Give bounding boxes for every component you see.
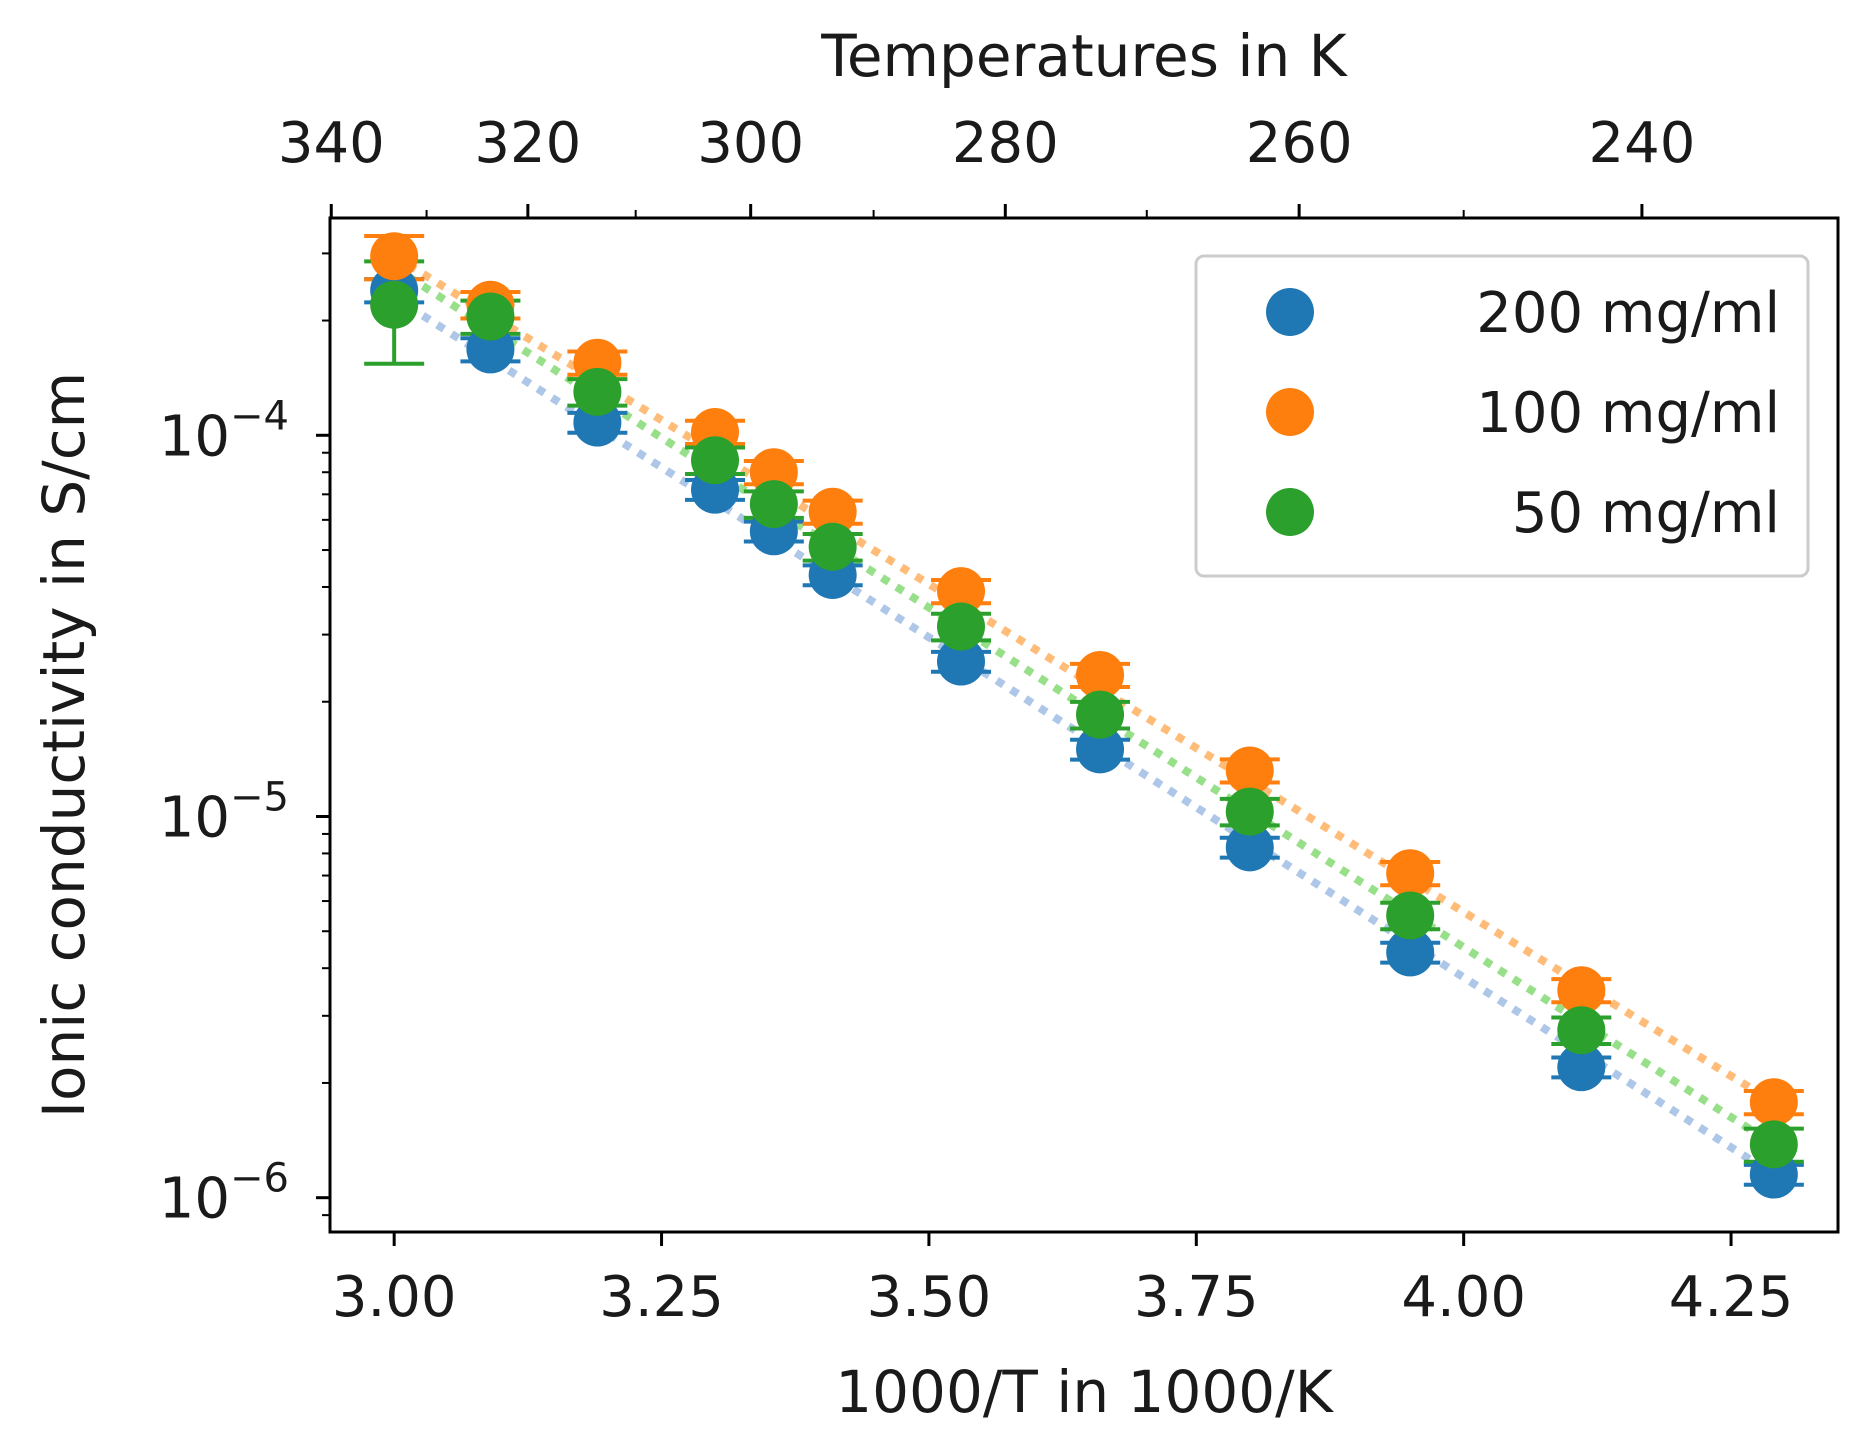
x-tick-label-3: 3.75	[1134, 1265, 1259, 1330]
legend-marker-1	[1266, 388, 1314, 436]
legend-marker-2	[1266, 488, 1314, 536]
legend: 200 mg/ml 100 mg/ml 50 mg/ml	[1194, 254, 1810, 578]
data-point-2-11	[1749, 1120, 1798, 1169]
data-point-1-5	[808, 487, 857, 536]
x-axis-label: 1000/T in 1000/K	[835, 1358, 1334, 1426]
y-tick-label-0: 10 −6	[159, 1156, 289, 1232]
data-point-2-3	[691, 436, 740, 485]
data-point-1-8	[1225, 746, 1274, 795]
data-point-2-5	[808, 522, 857, 571]
data-point-1-6	[937, 567, 986, 616]
data-point-0-9	[1386, 928, 1435, 977]
data-point-2-10	[1557, 1006, 1606, 1055]
y-tick-label-exp-1: −5	[230, 774, 289, 820]
y-tick-label-2: 10 −4	[159, 393, 289, 469]
top-x-axis-label: Temperatures in K	[820, 22, 1348, 90]
axis-ticks	[316, 204, 1733, 1246]
fit-line-1	[392, 252, 1776, 1106]
legend-label-0: 200 mg/ml	[1476, 281, 1780, 346]
data-point-1-0	[370, 232, 419, 281]
x-tick-label-1: 3.25	[599, 1265, 724, 1330]
legend-box	[1194, 254, 1810, 578]
y-tick-label-exp-2: −4	[230, 393, 289, 439]
data-point-1-7	[1076, 651, 1125, 700]
data-point-1-9	[1386, 849, 1435, 898]
data-point-2-1	[466, 292, 515, 341]
data-point-2-7	[1076, 690, 1125, 739]
y-tick-label-exp-0: −6	[230, 1156, 289, 1202]
legend-label-2: 50 mg/ml	[1512, 481, 1780, 546]
data-points	[370, 232, 1798, 1199]
plot-frame	[328, 216, 1840, 1234]
data-point-2-8	[1225, 787, 1274, 836]
data-point-2-2	[573, 367, 622, 416]
y-axis-label: Ionic conductivity in S/cm	[30, 372, 98, 1118]
data-point-0-10	[1557, 1043, 1606, 1092]
y-tick-label-1: 10 −5	[159, 774, 289, 850]
y-tick-label-base-2: 10	[159, 404, 230, 469]
y-tick-label-base-0: 10	[159, 1167, 230, 1232]
top-tick-label-2: 300	[697, 111, 804, 176]
legend-marker-0	[1266, 288, 1314, 336]
data-point-2-4	[749, 480, 798, 529]
data-point-2-6	[937, 602, 986, 651]
data-point-2-0	[370, 280, 419, 329]
data-point-0-1	[466, 325, 515, 374]
top-tick-label-0: 340	[278, 111, 385, 176]
top-tick-label-1: 320	[474, 111, 581, 176]
data-point-0-7	[1076, 725, 1125, 774]
y-tick-label-base-1: 10	[159, 785, 230, 850]
data-point-0-6	[937, 637, 986, 686]
top-tick-label-5: 240	[1588, 111, 1695, 176]
data-point-2-9	[1386, 891, 1435, 940]
x-tick-label-2: 3.50	[867, 1265, 992, 1330]
x-tick-label-0: 3.00	[332, 1265, 457, 1330]
x-tick-label-5: 4.25	[1669, 1265, 1794, 1330]
x-tick-label-4: 4.00	[1401, 1265, 1526, 1330]
data-point-0-8	[1225, 823, 1274, 872]
data-point-1-11	[1749, 1078, 1798, 1127]
legend-label-1: 100 mg/ml	[1476, 381, 1780, 446]
top-tick-label-3: 280	[952, 111, 1059, 176]
top-tick-label-4: 260	[1246, 111, 1353, 176]
data-point-1-10	[1557, 966, 1606, 1015]
tick-labels: 3.00 3.25 3.50 3.75 4.00 4.25 340 320 300 280 260 2…	[159, 111, 1794, 1330]
